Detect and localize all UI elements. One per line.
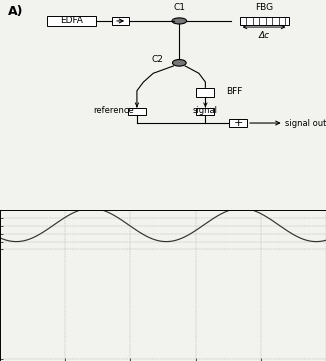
Text: FBG: FBG [255, 3, 273, 12]
FancyBboxPatch shape [112, 17, 129, 25]
Ellipse shape [172, 18, 187, 24]
Text: +: + [233, 118, 243, 128]
Text: C1: C1 [173, 3, 185, 12]
FancyBboxPatch shape [47, 16, 96, 26]
Text: A): A) [8, 5, 24, 18]
FancyBboxPatch shape [196, 88, 215, 97]
Text: C2: C2 [151, 55, 163, 64]
FancyBboxPatch shape [229, 119, 247, 127]
Ellipse shape [172, 60, 186, 66]
Text: EDFA: EDFA [60, 17, 83, 25]
Text: Δc: Δc [259, 31, 270, 40]
FancyBboxPatch shape [196, 108, 215, 116]
Text: BFF: BFF [227, 87, 243, 96]
FancyBboxPatch shape [240, 17, 289, 25]
Text: reference: reference [94, 105, 135, 114]
FancyBboxPatch shape [128, 108, 146, 116]
Text: signal: signal [193, 105, 218, 114]
Text: signal out: signal out [285, 118, 326, 127]
